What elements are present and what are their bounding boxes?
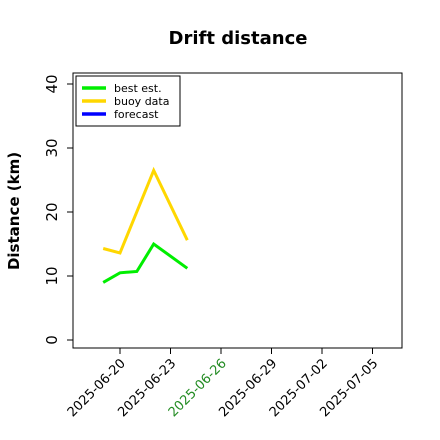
legend-label: buoy data [114,95,169,108]
x-axis-ticks: 2025-06-202025-06-232025-06-262025-06-29… [65,348,381,420]
plot-area [72,72,403,349]
y-tick-label: 40 [43,74,61,93]
legend-label: best est. [114,82,162,95]
series-line-1 [102,166,189,255]
series-layer [102,166,189,284]
series-line-0 [102,241,189,284]
y-tick-label: 30 [43,138,61,157]
legend-label: forecast [114,108,159,121]
y-axis-ticks: 0 10 20 30 40 [43,74,73,345]
y-tick-label: 0 [43,335,61,345]
y-tick-label: 10 [43,266,61,285]
chart-title: Drift distance [169,28,308,49]
y-axis-label: Distance (km) [5,152,23,270]
y-tick-label: 20 [43,202,61,221]
